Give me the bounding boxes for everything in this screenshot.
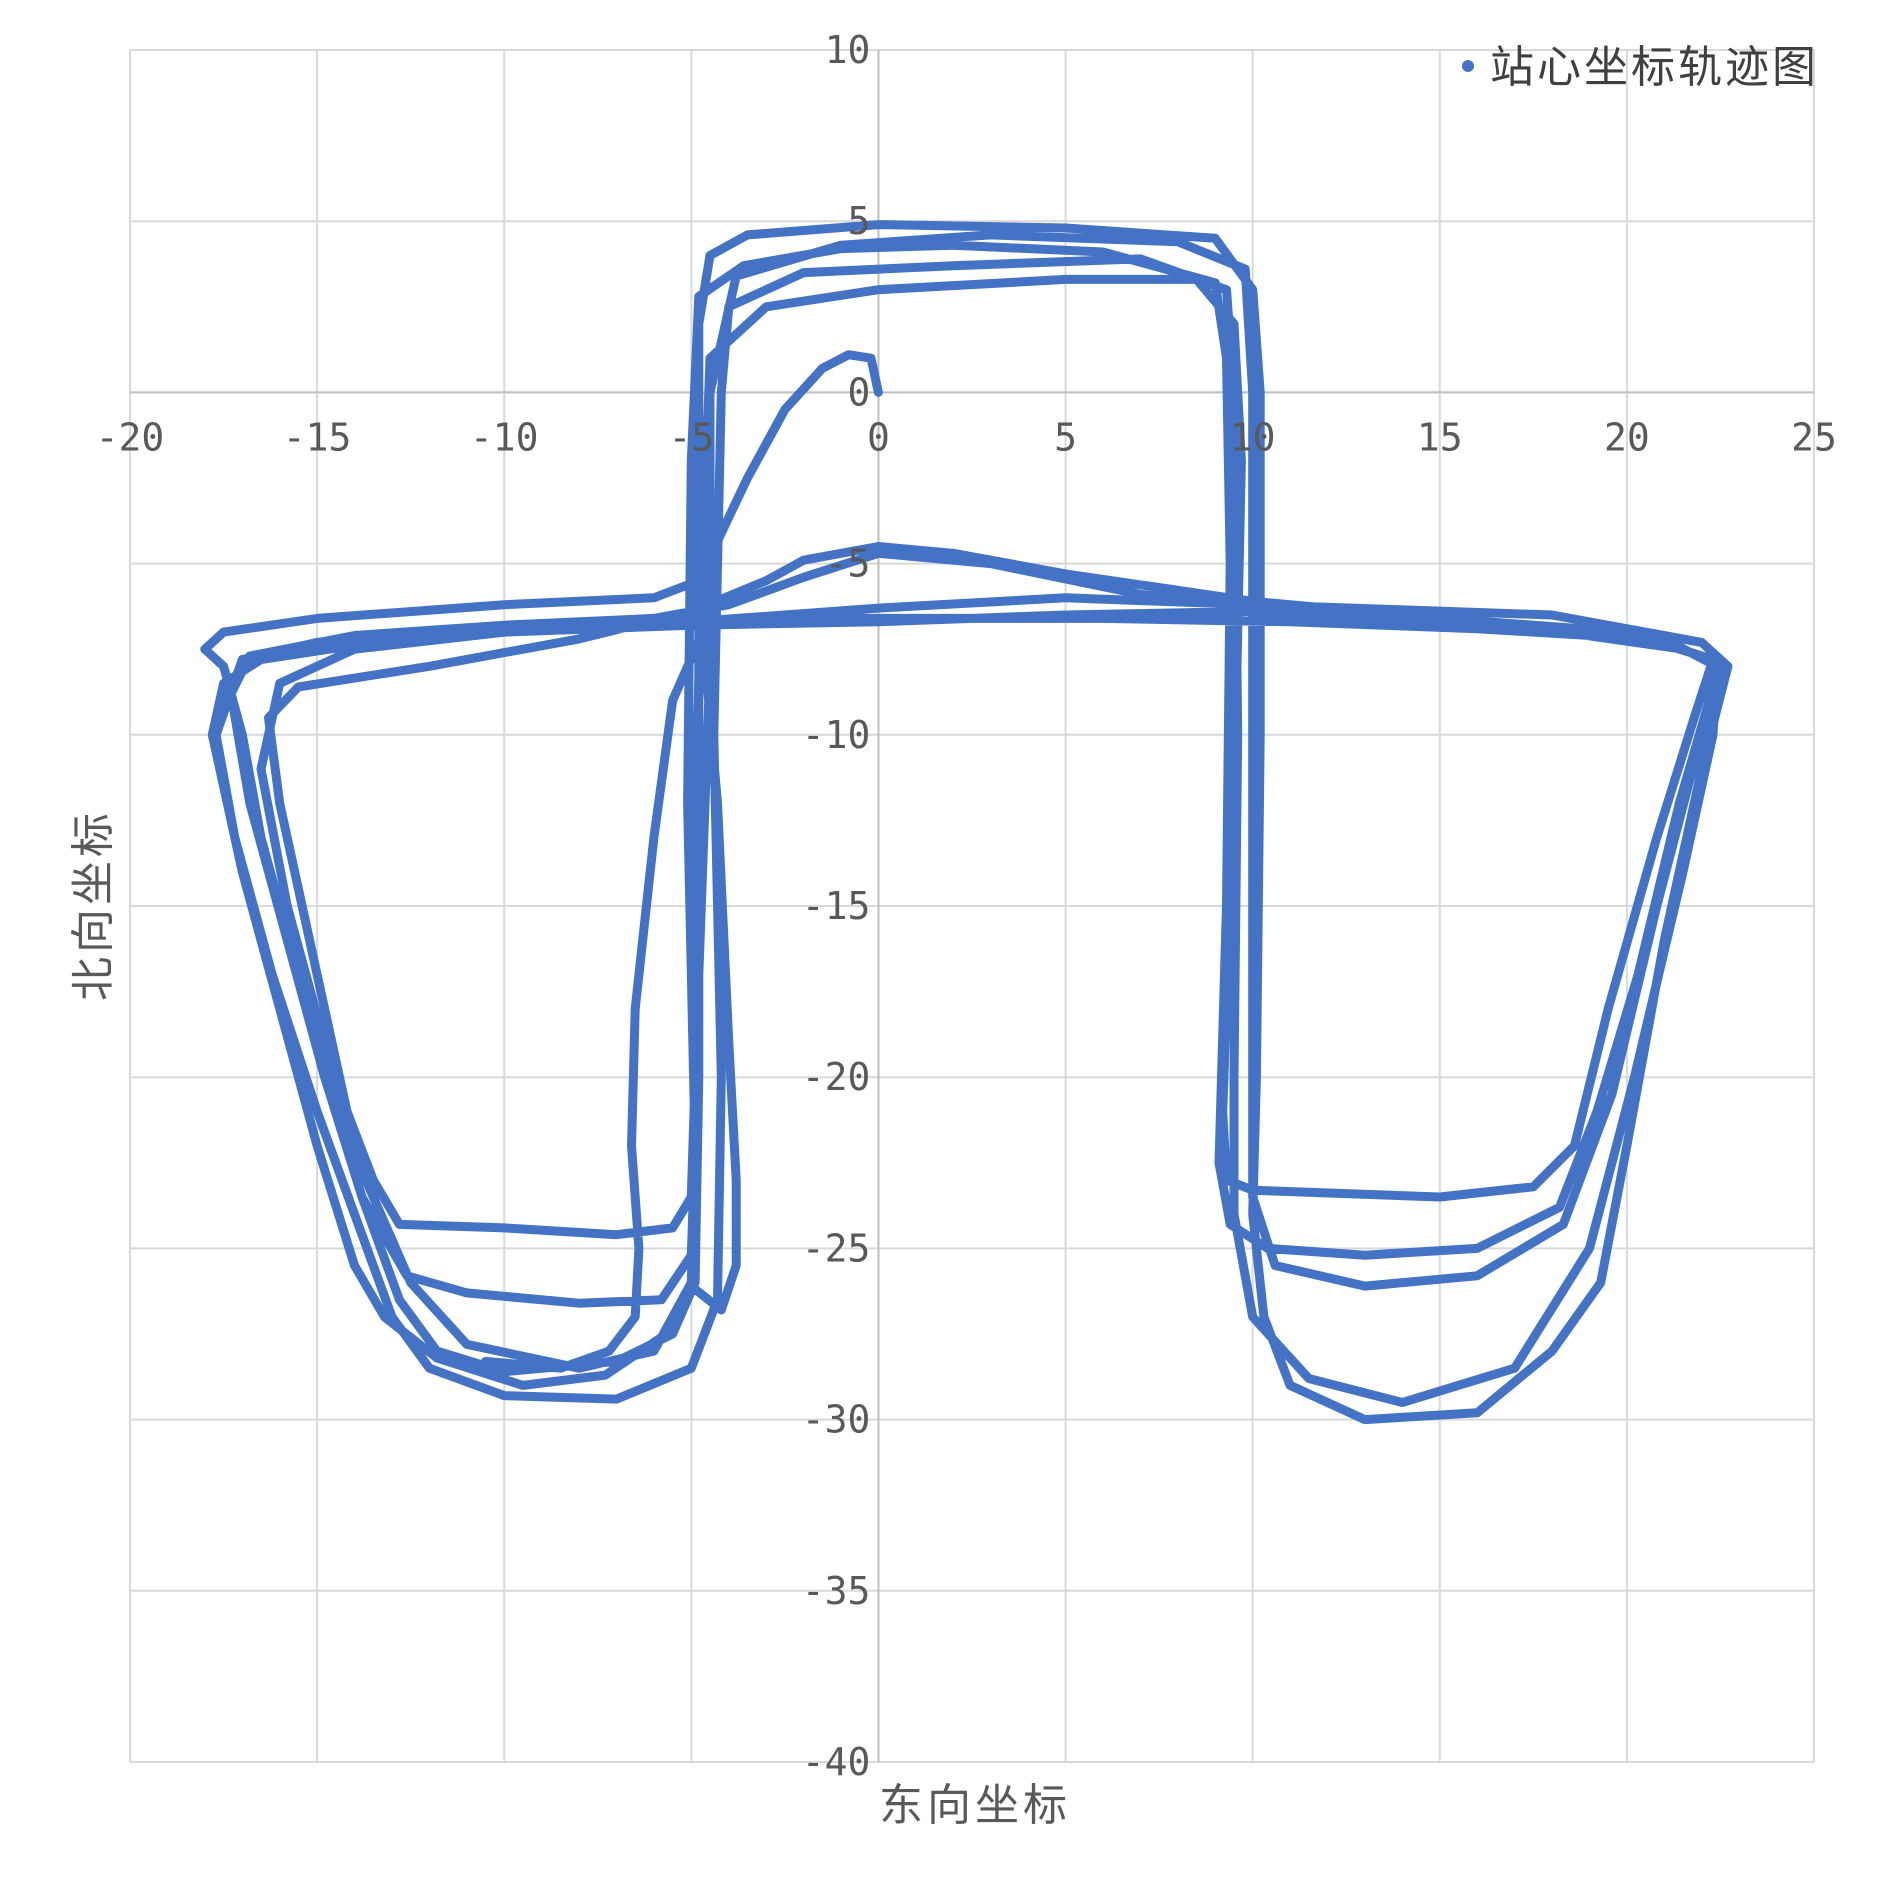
legend-marker	[1462, 60, 1474, 72]
legend: 站心坐标轨迹图	[1462, 42, 1819, 93]
x-tick-label: -15	[283, 415, 352, 459]
y-tick-label: -5	[825, 542, 871, 586]
x-tick-label: -5	[668, 415, 714, 459]
legend-label: 站心坐标轨迹图	[1490, 42, 1819, 93]
x-axis-title: 东向坐标	[879, 1780, 1071, 1831]
x-tick-labels: -20 -15 -10 -5 0 5 10 15 20 25	[96, 415, 1837, 459]
x-tick-label: 15	[1417, 415, 1463, 459]
series-line	[200, 220, 1733, 1425]
y-tick-label: -25	[802, 1226, 871, 1270]
x-tick-label: -10	[470, 415, 539, 459]
x-tick-label: -20	[96, 415, 165, 459]
axes	[130, 50, 1814, 1762]
x-tick-label: 0	[867, 415, 890, 459]
grid	[129, 49, 1815, 1763]
y-axis-title: 北向坐标	[68, 809, 119, 1001]
x-tick-label: 25	[1791, 415, 1837, 459]
x-tick-label: 20	[1604, 415, 1650, 459]
y-tick-label: 5	[848, 199, 871, 243]
y-tick-label: -30	[802, 1398, 871, 1442]
y-tick-label: -15	[802, 884, 871, 928]
y-tick-label: -10	[802, 713, 871, 757]
y-tick-label: 0	[848, 370, 871, 414]
x-tick-label: 10	[1230, 415, 1276, 459]
y-tick-label: -40	[802, 1740, 871, 1784]
series-trajectory	[200, 220, 1733, 1425]
y-tick-label: -20	[802, 1055, 871, 1099]
y-tick-labels: 10 5 -5 -10 -15 -20 -25 -30 -35 -40 0	[802, 28, 871, 1784]
y-tick-label: -35	[802, 1569, 871, 1613]
x-tick-label: 5	[1054, 415, 1077, 459]
y-tick-label: 10	[825, 28, 871, 72]
